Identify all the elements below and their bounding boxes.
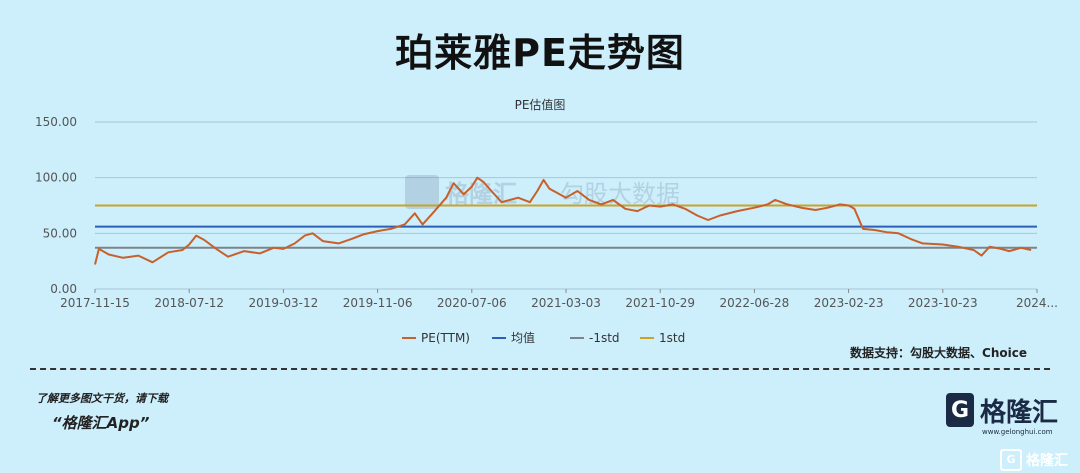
watermark-logo-icon xyxy=(405,175,439,209)
watermark-logo-text: 格隆汇 xyxy=(445,180,517,208)
g-logo-icon: G xyxy=(946,393,974,427)
pe-line xyxy=(94,176,1032,265)
x-tick-label: 2021-10-29 xyxy=(625,296,695,310)
source-note: 数据支持：勾股大数据、Choice xyxy=(850,345,1027,360)
x-tick-label: 2024... xyxy=(1016,296,1058,310)
x-tick-label: 2019-11-06 xyxy=(343,296,413,310)
corner-badge-text: 格隆汇 xyxy=(1026,452,1068,469)
page-title: 珀莱雅PE走势图 xyxy=(395,31,685,75)
divider xyxy=(30,368,1050,370)
promo-line-2: “格隆汇App” xyxy=(52,414,150,432)
corner-g-icon: G xyxy=(1000,448,1022,471)
brand-logo: G 格隆汇 xyxy=(946,392,1058,428)
x-tick-label: 2022-06-28 xyxy=(720,296,790,310)
promo-line-1: 了解更多图文干货，请下载 xyxy=(36,392,168,405)
legend-label: -1std xyxy=(589,331,620,345)
x-tick-label: 2018-07-12 xyxy=(154,296,224,310)
x-tick-label: 2019-03-12 xyxy=(249,296,319,310)
y-tick-label: 150.00 xyxy=(35,115,77,129)
legend-label: 均值 xyxy=(511,330,535,345)
corner-badge: G 格隆汇 xyxy=(1000,446,1080,473)
pe-chart: PE估值图 0.00 50.00 100.00 150.00 2017-11-15 2018… xyxy=(35,97,1058,360)
chart-title: PE估值图 xyxy=(515,97,566,112)
x-tick-label: 2020-07-06 xyxy=(437,296,507,310)
x-tick-label: 2023-02-23 xyxy=(814,296,884,310)
y-tick-label: 0.00 xyxy=(50,282,77,296)
brand-url: www.gelonghui.com xyxy=(982,428,1053,436)
legend-label: 1std xyxy=(659,331,685,345)
brand-name: 格隆汇 xyxy=(980,397,1059,428)
x-tick-label: 2023-10-23 xyxy=(908,296,978,310)
y-tick-label: 100.00 xyxy=(35,171,77,185)
x-tick-label: 2017-11-15 xyxy=(60,296,130,310)
x-tick-label: 2021-03-03 xyxy=(531,296,601,310)
legend-label: PE(TTM) xyxy=(421,331,470,345)
y-tick-label: 50.00 xyxy=(43,226,77,240)
